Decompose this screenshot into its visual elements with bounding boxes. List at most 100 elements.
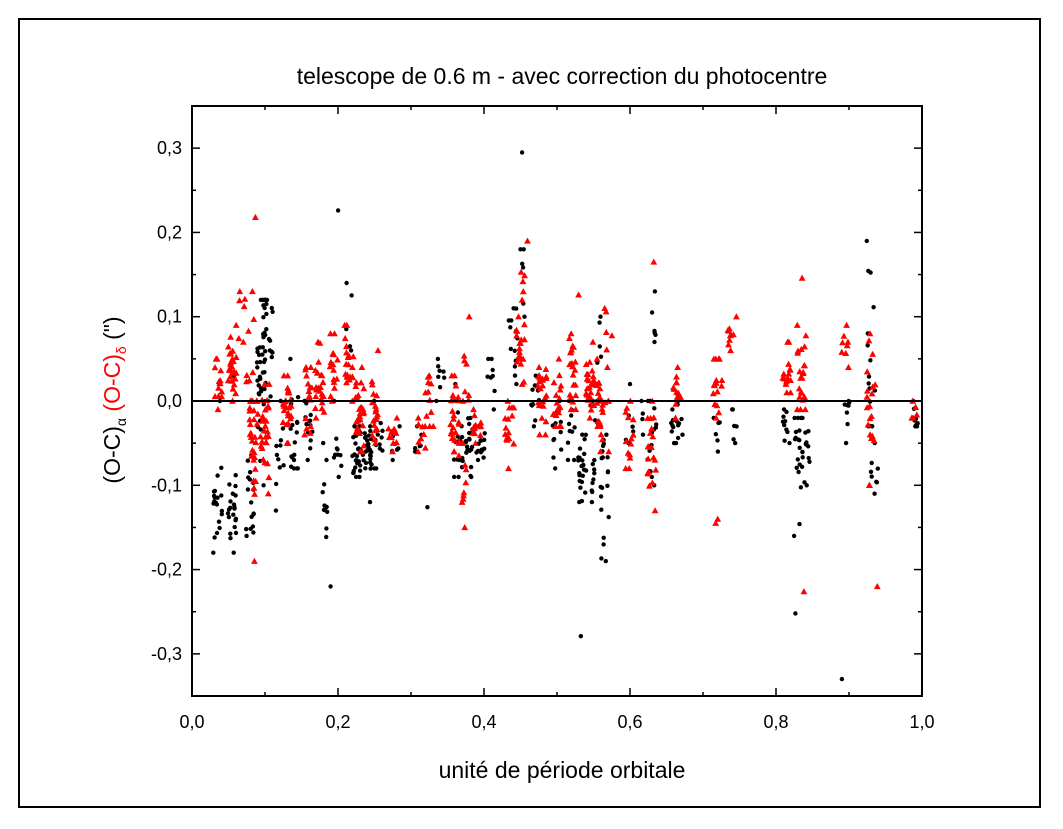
delta-point — [865, 337, 873, 344]
alpha-point — [348, 348, 354, 353]
alpha-point — [353, 465, 358, 470]
alpha-point — [868, 358, 873, 363]
alpha-point — [321, 440, 326, 446]
alpha-point — [351, 435, 356, 440]
alpha-point — [591, 477, 596, 482]
delta-point — [585, 377, 593, 384]
delta-point — [566, 361, 573, 368]
delta-point — [863, 368, 871, 375]
alpha-point — [521, 247, 526, 252]
delta-point — [647, 414, 654, 421]
delta-point — [319, 378, 327, 386]
delta-point — [567, 406, 575, 413]
delta-point — [216, 380, 224, 387]
delta-point — [423, 412, 430, 419]
delta-point — [589, 373, 597, 380]
delta-point — [913, 411, 921, 418]
delta-point — [264, 404, 272, 411]
alpha-point — [358, 463, 363, 468]
alpha-point — [468, 464, 474, 470]
delta-point — [227, 373, 234, 380]
alpha-point — [592, 471, 597, 476]
delta-point — [312, 366, 319, 373]
alpha-point — [264, 311, 269, 317]
delta-point — [303, 425, 310, 432]
delta-point — [555, 355, 563, 362]
alpha-point — [436, 374, 441, 379]
alpha-point — [492, 388, 497, 394]
plot-area: 0,0 0,2 0,4 0,6 0,8 1,0 -0,3 -0,2 -0,1 0,0 0,1 0,2 0… — [151, 105, 935, 732]
delta-point — [349, 353, 357, 360]
alpha-point — [565, 440, 571, 445]
delta-point — [535, 363, 543, 370]
alpha-point — [519, 150, 525, 155]
delta-point — [447, 421, 454, 428]
alpha-point — [260, 352, 265, 357]
delta-point — [582, 360, 590, 367]
delta-point — [567, 393, 575, 400]
delta-point — [368, 378, 376, 385]
delta-point — [586, 358, 594, 365]
delta-point — [504, 433, 511, 440]
delta-point — [250, 416, 258, 423]
alpha-point — [464, 450, 469, 455]
alpha-point — [268, 394, 273, 399]
alpha-point — [442, 375, 447, 380]
delta-point — [215, 384, 222, 391]
alpha-point — [797, 445, 802, 450]
delta-point — [622, 408, 630, 415]
delta-point — [587, 406, 595, 413]
delta-point — [599, 436, 606, 443]
delta-point — [341, 321, 349, 328]
alpha-point — [269, 305, 274, 311]
alpha-point — [219, 508, 225, 514]
delta-point — [783, 378, 790, 385]
alpha-point — [869, 474, 874, 479]
delta-point — [253, 420, 261, 427]
delta-point — [589, 338, 597, 345]
delta-point — [794, 347, 802, 354]
delta-point — [368, 381, 376, 388]
alpha-point — [412, 446, 418, 451]
alpha-point — [308, 412, 313, 418]
delta-point — [248, 437, 256, 444]
delta-point — [243, 371, 251, 378]
delta-point — [599, 408, 607, 415]
alpha-point — [530, 402, 536, 407]
delta-point — [673, 373, 680, 380]
delta-point — [593, 355, 601, 362]
alpha-point — [232, 506, 237, 511]
alpha-point — [640, 416, 645, 422]
delta-point — [231, 375, 239, 382]
alpha-point — [231, 550, 236, 555]
figure-frame — [18, 18, 1041, 808]
alpha-point — [606, 514, 611, 520]
delta-point — [420, 430, 428, 437]
alpha-point — [338, 453, 343, 458]
delta-point — [550, 379, 558, 386]
delta-point — [251, 433, 259, 440]
alpha-point — [583, 432, 588, 437]
delta-point — [583, 385, 591, 392]
y-tick-label: 0,0 — [157, 391, 182, 411]
delta-point — [552, 391, 560, 398]
alpha-point — [551, 437, 556, 443]
alpha-point — [590, 461, 595, 467]
delta-point — [595, 379, 602, 386]
alpha-point — [578, 634, 583, 639]
delta-point — [368, 399, 376, 406]
alpha-point — [263, 297, 268, 303]
delta-point — [471, 424, 478, 431]
delta-point — [712, 355, 720, 362]
delta-point — [211, 364, 219, 371]
delta-point — [250, 407, 258, 414]
alpha-point — [331, 455, 337, 460]
alpha-point — [226, 514, 232, 520]
y-tick-label: -0,1 — [151, 475, 182, 495]
delta-point — [218, 388, 226, 395]
delta-point — [553, 399, 561, 406]
delta-point — [415, 438, 423, 445]
delta-point — [225, 343, 232, 350]
delta-point — [312, 404, 319, 411]
alpha-point — [214, 530, 220, 536]
